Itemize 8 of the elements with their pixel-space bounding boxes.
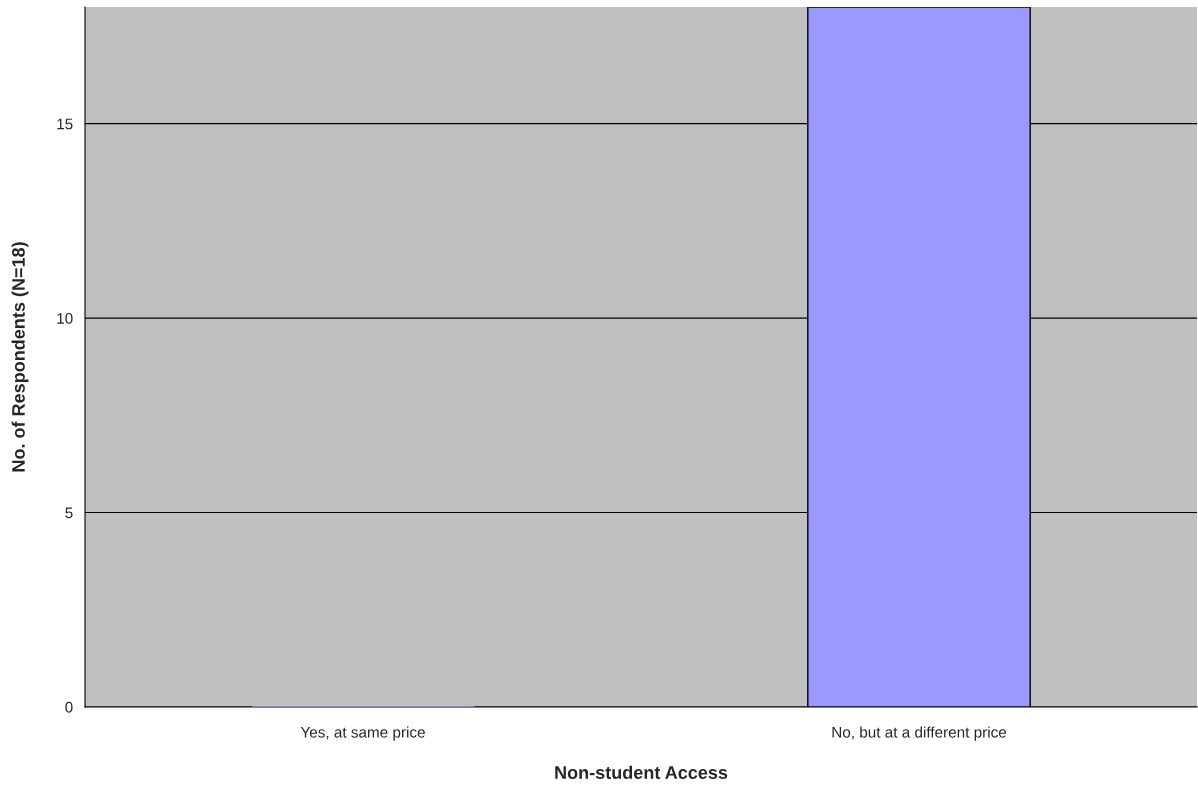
y-tick-label: 5	[65, 507, 73, 519]
x-tick-label: Yes, at same price	[300, 726, 425, 741]
x-tick-label: No, but at a different price	[832, 726, 1007, 741]
y-tick-label: 0	[65, 701, 73, 713]
x-axis-title: Non-student Access	[555, 765, 728, 779]
y-tick-label: 10	[57, 312, 73, 324]
y-tick-label: 15	[57, 118, 73, 130]
y-axis-title: No. of Respondents (N=18)	[11, 242, 29, 472]
